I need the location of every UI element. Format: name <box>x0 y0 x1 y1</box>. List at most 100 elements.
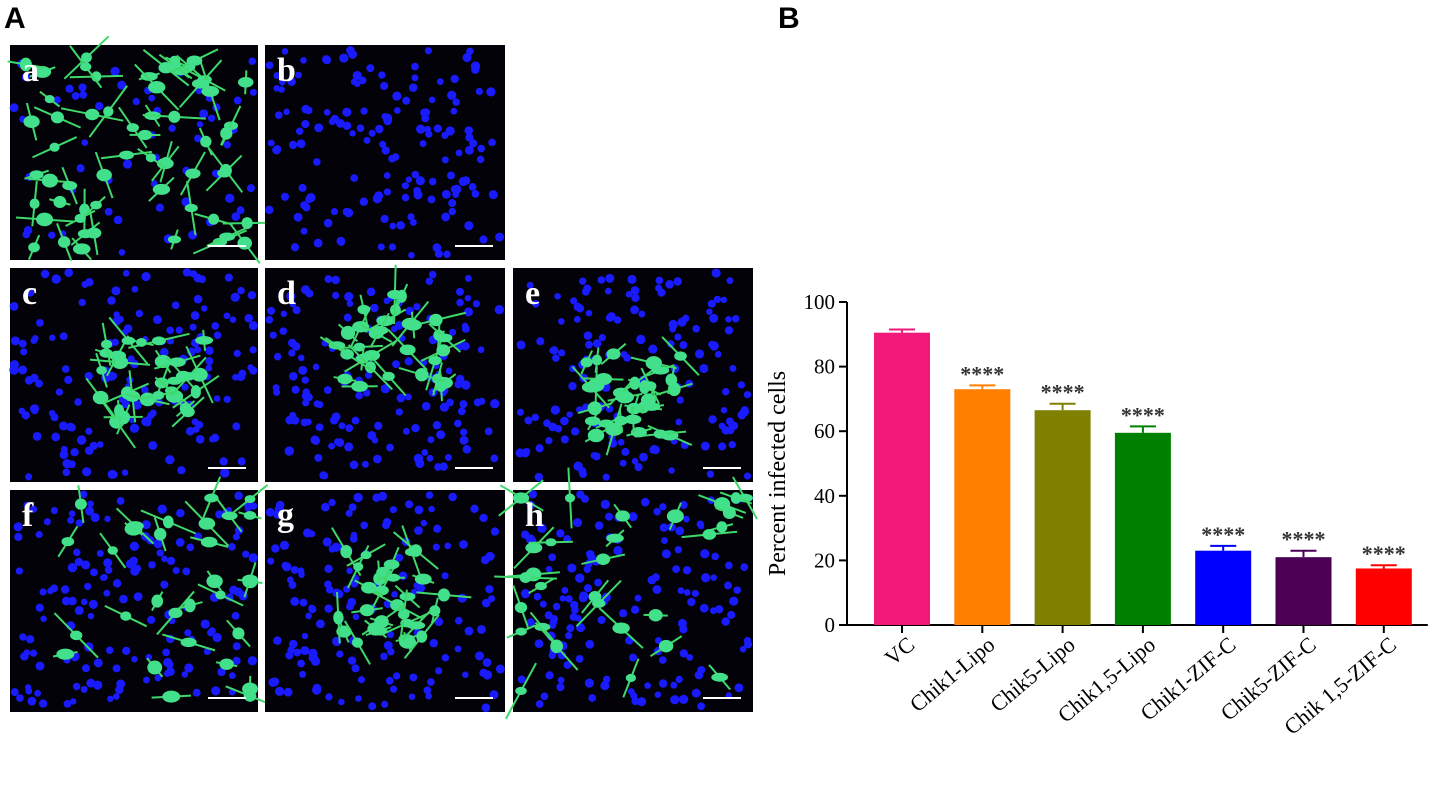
nucleus <box>244 313 254 323</box>
nucleus <box>462 53 472 63</box>
nucleus <box>583 584 593 593</box>
nucleus <box>132 97 140 106</box>
nucleus <box>573 518 583 528</box>
nucleus <box>181 671 189 678</box>
nucleus <box>707 299 716 308</box>
cell-body <box>232 627 245 640</box>
nucleus <box>590 452 598 459</box>
nucleus <box>207 114 216 122</box>
nucleus <box>265 61 274 70</box>
nucleus <box>567 563 577 573</box>
cell-body <box>367 622 384 636</box>
nucleus <box>300 201 309 210</box>
nucleus <box>395 553 404 562</box>
nucleus <box>721 426 731 435</box>
nucleus <box>479 513 488 523</box>
cell-body <box>148 81 166 94</box>
nucleus <box>731 314 740 323</box>
nucleus <box>389 506 397 514</box>
nucleus <box>462 671 469 678</box>
nucleus <box>338 698 345 706</box>
nucleus <box>190 311 200 320</box>
nucleus <box>556 529 565 538</box>
nucleus <box>59 450 69 460</box>
cell-body <box>658 639 674 653</box>
nucleus <box>346 300 354 307</box>
nucleus <box>545 671 554 680</box>
nucleus <box>147 615 156 624</box>
nucleus <box>450 185 459 194</box>
nucleus <box>600 681 610 691</box>
x-tick-label: VC <box>880 632 919 671</box>
nucleus <box>630 305 639 315</box>
nucleus <box>296 139 306 149</box>
nucleus <box>232 533 240 541</box>
cell-body <box>28 242 40 253</box>
nucleus <box>667 340 675 348</box>
nucleus <box>594 578 602 587</box>
nucleus <box>59 332 68 341</box>
nucleus <box>313 158 321 166</box>
nucleus <box>495 664 505 674</box>
nucleus <box>273 352 282 361</box>
nucleus <box>268 677 278 687</box>
nucleus <box>526 618 535 627</box>
nucleus <box>629 653 637 662</box>
nucleus <box>525 534 536 544</box>
nucleus <box>194 134 202 143</box>
nucleus <box>725 315 732 323</box>
cell-body <box>730 492 742 504</box>
nucleus <box>450 74 459 84</box>
nucleus <box>312 685 322 695</box>
nucleus <box>409 673 418 682</box>
subpanel-label: g <box>277 497 294 534</box>
nucleus <box>172 566 180 575</box>
nucleus <box>401 182 409 190</box>
nucleus <box>434 249 443 258</box>
nucleus <box>464 294 472 302</box>
nucleus <box>275 500 285 510</box>
panel-label: A <box>4 2 26 35</box>
cell-body <box>651 366 670 375</box>
nucleus <box>206 628 215 637</box>
nucleus <box>81 664 91 673</box>
nucleus <box>415 176 425 186</box>
nucleus <box>462 445 472 454</box>
nucleus <box>97 441 104 448</box>
nucleus <box>401 193 410 202</box>
cell-body <box>429 605 441 617</box>
nucleus <box>375 124 384 134</box>
cell-body <box>136 338 147 347</box>
nucleus <box>73 548 81 557</box>
nucleus <box>724 581 733 590</box>
nucleus <box>213 395 221 402</box>
nucleus <box>436 430 446 440</box>
nucleus <box>359 197 369 206</box>
nucleus <box>113 311 120 318</box>
nucleus <box>394 321 404 330</box>
nucleus <box>404 357 413 366</box>
nucleus <box>324 275 333 283</box>
nucleus <box>573 303 582 311</box>
cell-body <box>80 62 92 72</box>
nucleus <box>476 155 485 164</box>
significance-label: **** <box>1282 527 1326 552</box>
y-tick-label: 20 <box>814 548 835 572</box>
nucleus <box>205 357 214 366</box>
nucleus <box>739 645 747 653</box>
nucleus <box>740 406 749 415</box>
micrograph: a <box>7 35 272 264</box>
nucleus <box>229 316 237 323</box>
nucleus <box>428 270 437 279</box>
nucleus <box>67 563 78 573</box>
nucleus <box>331 542 341 552</box>
nucleus <box>659 503 667 511</box>
nucleus <box>279 78 286 86</box>
nucleus <box>225 193 235 203</box>
nucleus <box>634 594 642 602</box>
nucleus <box>116 315 124 323</box>
nucleus <box>51 432 61 442</box>
cell-body <box>103 106 114 117</box>
nucleus <box>570 600 579 610</box>
nucleus <box>280 192 290 201</box>
